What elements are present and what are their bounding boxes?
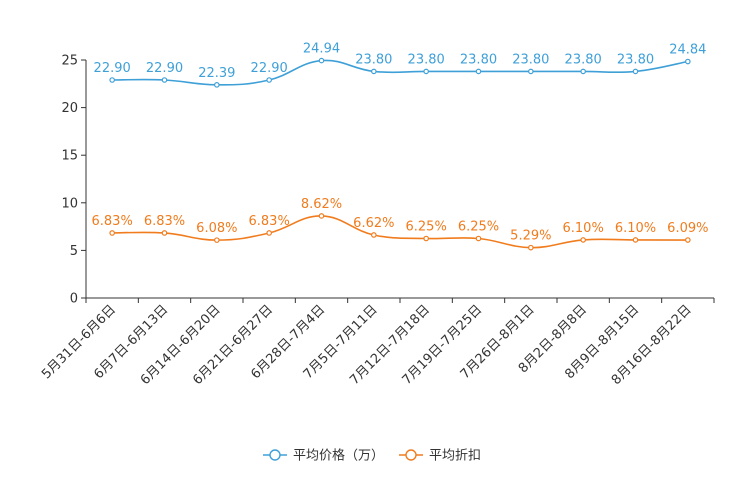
data-label: 6.10%: [563, 221, 604, 236]
data-label: 6.08%: [196, 221, 237, 236]
data-label: 22.90: [251, 61, 288, 76]
data-point: [475, 68, 482, 75]
data-point: [214, 82, 220, 88]
data-point: [423, 68, 429, 75]
series-line: [112, 215, 688, 249]
data-point: [580, 237, 586, 243]
y-tick-label: 0: [70, 292, 78, 307]
data-point: [109, 77, 115, 83]
series-line: [112, 59, 688, 86]
legend-marker: [269, 449, 281, 461]
legend-label: 平均价格（万）: [293, 448, 384, 464]
series-layer: 22.90 22.90 22.39 22.90 24.94 23.80 23.80 23.80…: [92, 42, 708, 251]
y-tick-label: 20: [61, 101, 78, 116]
data-point: [371, 232, 377, 238]
data-label: 5.29%: [510, 229, 551, 244]
series-1: 6.83% 6.83% 6.08% 6.83% 8.62% 6.62% 6.25% 6.25%…: [92, 197, 708, 251]
data-label: 6.83%: [144, 214, 185, 229]
data-label: 23.80: [512, 52, 549, 67]
data-point: [371, 68, 377, 75]
data-label: 6.25%: [406, 220, 447, 235]
data-label: 23.80: [460, 52, 497, 67]
data-point: [528, 68, 534, 75]
legend-item-0: 平均价格（万）: [263, 448, 384, 464]
data-point: [109, 230, 115, 236]
data-label: 6.83%: [92, 214, 133, 229]
data-point: [528, 244, 534, 251]
series-0: 22.90 22.90 22.39 22.90 24.94 23.80 23.80 23.80…: [94, 42, 706, 88]
data-label: 22.90: [146, 61, 183, 76]
data-label: 6.83%: [249, 214, 290, 229]
y-tick-label: 15: [61, 149, 78, 164]
data-point: [161, 230, 168, 236]
data-point: [214, 237, 220, 243]
data-label: 23.80: [617, 52, 654, 67]
legend-item-1: 平均折扣: [399, 449, 481, 464]
data-point: [685, 237, 691, 243]
y-tick-label: 25: [61, 54, 78, 69]
data-label: 23.80: [355, 52, 392, 67]
data-label: 22.39: [198, 66, 235, 81]
data-label: 6.62%: [353, 216, 394, 231]
data-point: [685, 58, 691, 65]
y-tick-label: 5: [70, 244, 78, 259]
data-point: [475, 235, 482, 242]
y-tick-label: 10: [61, 196, 78, 211]
legend-marker: [405, 449, 417, 461]
data-label: 22.90: [94, 61, 131, 76]
data-label: 23.80: [408, 52, 445, 67]
data-point: [266, 230, 272, 236]
data-label: 8.62%: [301, 197, 342, 212]
legend: 平均价格（万） 平均折扣: [263, 448, 481, 464]
data-label: 6.25%: [458, 220, 499, 235]
data-label: 24.94: [303, 42, 340, 57]
data-point: [318, 57, 325, 64]
data-point: [423, 235, 429, 242]
data-label: 6.09%: [667, 221, 708, 236]
data-point: [318, 213, 325, 219]
data-label: 6.10%: [615, 221, 656, 236]
data-point: [632, 68, 639, 75]
data-point: [161, 77, 168, 83]
data-label: 24.84: [669, 43, 706, 58]
data-point: [266, 77, 272, 83]
data-point: [580, 68, 586, 75]
data-label: 23.80: [565, 52, 602, 67]
legend-label: 平均折扣: [429, 449, 481, 464]
data-point: [632, 237, 639, 243]
